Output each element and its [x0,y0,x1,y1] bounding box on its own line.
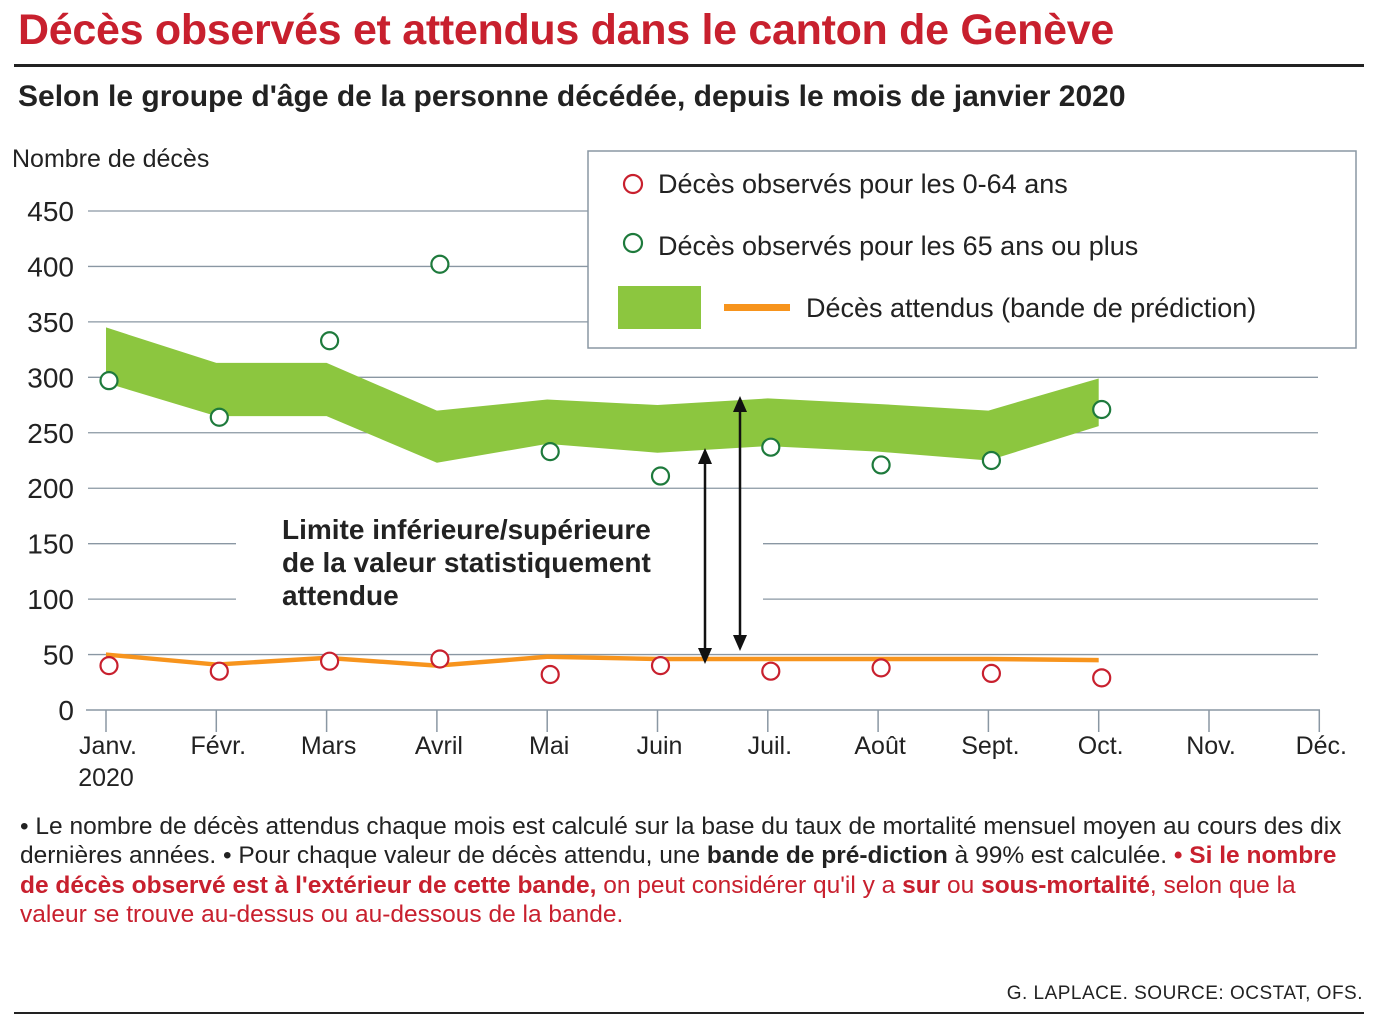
age-65plus-point-8 [981,450,1002,471]
arrow-lower-head-up [698,448,712,464]
arrow-lower-head-down [698,648,712,664]
age-65plus-point-1 [209,407,229,427]
arrow-upper-head-down [733,635,747,651]
age-0-64-point-3 [430,649,450,669]
note-text-1: • Le nombre de décès attendus chaque moi… [20,813,1342,870]
legend-label-band: Décès attendus (bande de prédiction) [806,293,1256,323]
note-bold-band: bande de pré-diction [706,842,948,870]
y-tick-350: 350 [27,307,74,338]
annotation-line-2: attendue [282,580,399,611]
age-65plus-point-2 [320,331,340,351]
legend-box [587,150,1357,349]
prediction-band-65plus [106,327,1099,463]
age-65plus-point-5 [650,466,671,486]
y-tick-50: 50 [43,640,74,671]
chart-title: Décès observés et attendus dans le canto… [18,6,1114,54]
x-axis-ticks: Janv. Févr. Mars Avril Mai Juin Juil. Août Sept.… [78,732,1347,792]
band-area-65plus [106,327,1099,463]
y-tick-450: 450 [27,196,74,227]
note-red-bold-sur: sur [902,871,941,899]
age-0-64-point-6 [761,661,781,681]
age-0-64-point-0 [99,656,119,676]
series-0-64-points [99,649,1112,688]
x-year-label: 2020 [78,764,134,792]
age-65plus-point-3 [430,254,450,274]
band-area-0-64 [106,652,1099,668]
x-tick-label-4: Mai [529,732,569,760]
x-tick-label-5: Juin [637,732,683,760]
legend-label-65plus: Décès observés pour les 65 ans ou plus [658,231,1138,261]
age-0-64-point-8 [981,663,1002,684]
note-red-text-1: on peut considérer qu'il y a [596,871,903,899]
age-65plus-point-0 [99,371,119,391]
x-axis [86,709,1321,732]
note-red-bold-1: • Si le nombre de décès observé est à l'… [20,842,1337,899]
y-tick-300: 300 [27,362,74,393]
chart-subtitle: Selon le groupe d'âge de la personne déc… [18,80,1126,113]
x-tick-label-8: Sept. [961,732,1019,760]
age-0-64-point-9 [1092,668,1112,688]
y-tick-0: 0 [58,695,74,726]
legend-band-swatch [618,286,701,329]
x-tick-label-11: Déc. [1296,732,1347,760]
legend-marker-0-64 [622,173,644,195]
age-65plus-point-4 [540,442,560,462]
bottom-divider [14,1012,1364,1014]
annotation-line-1: de la valeur statistiquement [282,547,651,578]
title-divider [14,64,1364,67]
prediction-band-0-64 [106,652,1099,668]
age-65plus-point-7 [871,455,891,475]
age-0-64-point-4 [540,664,560,685]
annotation-line-0: Limite inférieure/supérieure [282,514,651,545]
x-tick-label-10: Nov. [1186,732,1236,760]
x-tick-label-7: Août [854,732,905,760]
y-tick-100: 100 [27,584,74,615]
y-axis-ticks: 0 50 100 150 200 250 300 350 400 450 [27,196,74,726]
note-red-text-3: , selon que la valeur se trouve au-dessu… [20,871,1296,929]
mortality-chart: 0 50 100 150 200 250 300 350 400 450 Nombre de dé… [12,145,1357,792]
age-65plus-point-6 [761,437,781,457]
legend: Décès observés pour les 0-64 ans Décès o… [587,150,1357,349]
x-tick-label-1: Févr. [191,732,247,760]
age-0-64-point-5 [650,656,671,676]
y-axis-label: Nombre de décès [12,145,209,173]
legend-label-0-64: Décès observés pour les 0-64 ans [658,169,1068,199]
x-tick-label-9: Oct. [1078,732,1124,760]
x-tick-label-6: Juil. [748,732,792,760]
legend-expected-line-swatch [724,304,790,311]
age-0-64-point-2 [320,651,340,671]
footnotes: • Le nombre de décès attendus chaque moi… [20,812,1355,930]
arrow-upper-head-up [733,396,747,412]
annotation-arrows [698,396,747,664]
source-credit: G. LAPLACE. SOURCE: OCSTAT, OFS. [1006,983,1363,1004]
legend-marker-65plus [622,232,644,254]
note-red-text-2: ou [940,871,982,899]
series-65plus-points [99,254,1112,486]
age-0-64-point-7 [871,658,891,678]
x-tick-label-2: Mars [301,732,357,760]
note-red-bold-sous: sous-mortalité [981,871,1150,899]
x-tick-label-3: Avril [415,732,463,760]
y-tick-150: 150 [27,529,74,560]
note-text-2: à 99% est calculée. [947,842,1174,870]
age-0-64-point-1 [209,661,229,681]
y-tick-200: 200 [27,473,74,504]
y-tick-400: 400 [27,251,74,282]
y-tick-250: 250 [27,418,74,449]
x-tick-label-0: Janv. [79,732,137,760]
age-65plus-point-9 [1092,399,1112,420]
